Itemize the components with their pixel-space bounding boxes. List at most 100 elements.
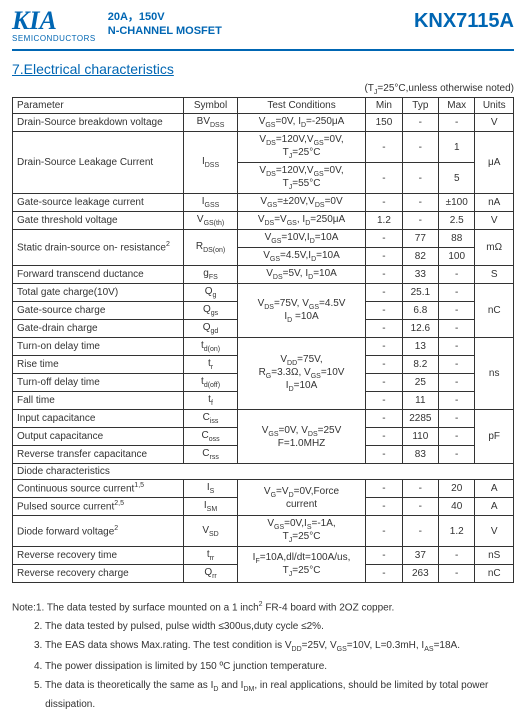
cell-typ: 25 (402, 374, 438, 392)
table-row: Drain-Source breakdown voltage BVDSS VGS… (13, 114, 514, 132)
cell-param: Fall time (13, 392, 184, 410)
diode-header: Diode characteristics (13, 464, 514, 480)
subtitle-line2: N-CHANNEL MOSFET (108, 24, 222, 38)
cell-min: 150 (366, 114, 402, 132)
note-3: 3. The EAS data shows Max.rating. The te… (12, 637, 514, 656)
cell-max: 100 (439, 248, 475, 266)
cell-param: Static drain-source on- resistance2 (13, 230, 184, 266)
cell-max: ±100 (439, 194, 475, 212)
cell-min: - (366, 266, 402, 284)
cell-param: Reverse transfer capacitance (13, 446, 184, 464)
cell-max: - (439, 392, 475, 410)
table-row: Reverse recovery time trr IF=10A,dl/dt=1… (13, 547, 514, 565)
cell-param: Input capacitance (13, 410, 184, 428)
table-row: Diode forward voltage2 VSD VGS=0V,IS=-1A… (13, 516, 514, 547)
cell-unit: V (475, 212, 514, 230)
cell-typ: - (402, 194, 438, 212)
cell-max: - (439, 356, 475, 374)
cell-typ: 263 (402, 565, 438, 583)
cell-param: Reverse recovery time (13, 547, 184, 565)
cell-param: Gate-source charge (13, 302, 184, 320)
cell-max: 2.5 (439, 212, 475, 230)
table-row: Gate threshold voltage VGS(th) VDS=VGS, … (13, 212, 514, 230)
cell-param: Pulsed source current2,5 (13, 498, 184, 516)
cell-max: 88 (439, 230, 475, 248)
cell-sym: VGS(th) (184, 212, 238, 230)
cell-param: Output capacitance (13, 428, 184, 446)
cell-sym: Qrr (184, 565, 238, 583)
cell-min: - (366, 498, 402, 516)
header-left: KIA SEMICONDUCTORS 20A，150V N-CHANNEL MO… (12, 8, 222, 43)
cell-param: Continuous source current1,5 (13, 480, 184, 498)
cell-param: Gate-drain charge (13, 320, 184, 338)
cell-unit: μA (475, 132, 514, 194)
cell-min: - (366, 302, 402, 320)
cell-max: - (439, 547, 475, 565)
cell-min: - (366, 516, 402, 547)
cell-typ: 8.2 (402, 356, 438, 374)
cell-cond: VDD=75V,RG=3.3Ω, VGS=10VID=10A (237, 338, 365, 410)
table-row: Gate-source leakage current IGSS VGS=±20… (13, 194, 514, 212)
cell-min: - (366, 230, 402, 248)
cell-max: - (439, 266, 475, 284)
cell-typ: - (402, 498, 438, 516)
cell-param: Gate threshold voltage (13, 212, 184, 230)
col-typ: Typ (402, 98, 438, 114)
header: KIA SEMICONDUCTORS 20A，150V N-CHANNEL MO… (12, 8, 514, 51)
table-row: Turn-on delay time td(on) VDD=75V,RG=3.3… (13, 338, 514, 356)
table-row: Continuous source current1,5 IS VG=VD=0V… (13, 480, 514, 498)
cell-sym: BVDSS (184, 114, 238, 132)
cell-sym: Coss (184, 428, 238, 446)
cell-typ: - (402, 163, 438, 194)
cell-unit: S (475, 266, 514, 284)
cell-max: 1 (439, 132, 475, 163)
cell-min: - (366, 480, 402, 498)
cell-min: - (366, 132, 402, 163)
cell-typ: 83 (402, 446, 438, 464)
cell-typ: 2285 (402, 410, 438, 428)
cell-cond: VDS=120V,VGS=0V, TJ=55°C (237, 163, 365, 194)
table-row: Total gate charge(10V) Qg VDS=75V, VGS=4… (13, 284, 514, 302)
cell-min: - (366, 392, 402, 410)
cell-max: - (439, 320, 475, 338)
cell-typ: 13 (402, 338, 438, 356)
cell-typ: 11 (402, 392, 438, 410)
part-number: KNX7115A (414, 8, 514, 33)
cell-min: - (366, 320, 402, 338)
cell-cond: VDS=75V, VGS=4.5VID =10A (237, 284, 365, 338)
cell-sym: td(on) (184, 338, 238, 356)
cell-unit: nS (475, 547, 514, 565)
col-symbol: Symbol (184, 98, 238, 114)
cell-unit: nC (475, 284, 514, 338)
cell-min: - (366, 194, 402, 212)
col-min: Min (366, 98, 402, 114)
table-row: Static drain-source on- resistance2 RDS(… (13, 230, 514, 248)
cell-sym: trr (184, 547, 238, 565)
characteristics-table: Parameter Symbol Test Conditions Min Typ… (12, 97, 514, 583)
col-max: Max (439, 98, 475, 114)
cell-cond: VDS=120V,VGS=0V, TJ=25°C (237, 132, 365, 163)
cell-unit: nC (475, 565, 514, 583)
cell-unit: ns (475, 338, 514, 410)
cell-max: - (439, 428, 475, 446)
cell-min: - (366, 163, 402, 194)
cell-min: - (366, 374, 402, 392)
cell-param: Total gate charge(10V) (13, 284, 184, 302)
cell-param: Diode forward voltage2 (13, 516, 184, 547)
table-row: Input capacitance Ciss VGS=0V, VDS=25VF=… (13, 410, 514, 428)
table-row: Drain-Source Leakage Current IDSS VDS=12… (13, 132, 514, 163)
cell-min: - (366, 284, 402, 302)
cell-cond: VDS=5V, ID=10A (237, 266, 365, 284)
condition-note: (TJ=25°C,unless otherwise noted) (12, 83, 514, 96)
cell-min: - (366, 248, 402, 266)
cell-cond: VGS=0V, ID=-250μA (237, 114, 365, 132)
cell-param: Turn-on delay time (13, 338, 184, 356)
cell-sym: IGSS (184, 194, 238, 212)
cell-param: Reverse recovery charge (13, 565, 184, 583)
col-conditions: Test Conditions (237, 98, 365, 114)
cell-typ: 6.8 (402, 302, 438, 320)
cell-cond: VGS=4.5V,ID=10A (237, 248, 365, 266)
cell-typ: 82 (402, 248, 438, 266)
cell-param: Gate-source leakage current (13, 194, 184, 212)
cell-param: Rise time (13, 356, 184, 374)
